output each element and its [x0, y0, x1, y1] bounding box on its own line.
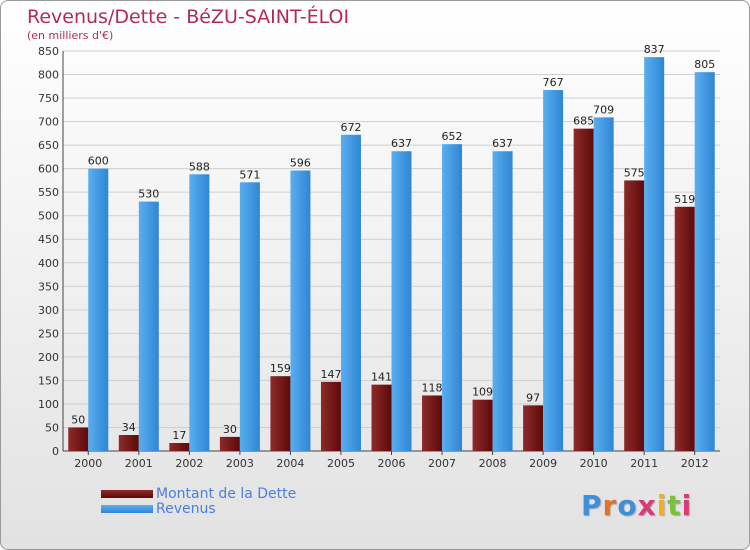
data-label-revenus: 837	[644, 43, 665, 56]
y-tick-label: 100	[38, 398, 59, 411]
data-label-revenus: 600	[88, 155, 109, 168]
x-tick-label: 2004	[276, 457, 304, 470]
bar-revenus	[88, 168, 109, 451]
logo-letter: i	[656, 489, 668, 522]
x-tick-label: 2001	[125, 457, 153, 470]
data-label-revenus: 672	[340, 121, 361, 134]
y-tick-label: 650	[38, 139, 59, 152]
x-tick-label: 2005	[327, 457, 355, 470]
y-tick-label: 150	[38, 374, 59, 387]
data-label-revenus: 530	[138, 188, 159, 201]
data-label-dette: 50	[71, 413, 85, 426]
x-tick-label: 2011	[630, 457, 658, 470]
y-tick-label: 800	[38, 69, 59, 82]
bar-revenus	[442, 144, 463, 452]
bar-revenus	[492, 151, 513, 451]
data-label-dette: 97	[526, 391, 540, 404]
chart-subtitle: (en milliers d'€)	[27, 29, 114, 42]
bar-dette	[118, 435, 139, 451]
data-label-dette: 30	[223, 423, 237, 436]
legend-swatch-dette	[101, 490, 153, 498]
data-label-dette: 159	[270, 362, 291, 375]
x-tick-label: 2010	[580, 457, 608, 470]
y-tick-label: 600	[38, 163, 59, 176]
y-tick-label: 50	[45, 421, 59, 434]
bar-revenus	[138, 201, 159, 451]
data-label-revenus: 596	[290, 157, 311, 170]
x-tick-label: 2008	[479, 457, 507, 470]
y-tick-label: 700	[38, 116, 59, 129]
bar-revenus	[239, 182, 260, 451]
bar-revenus	[290, 170, 311, 451]
logo-letter: P	[581, 489, 603, 522]
y-tick-label: 350	[38, 280, 59, 293]
x-tick-label: 2006	[378, 457, 406, 470]
bar-dette	[674, 206, 695, 451]
logo-letter: o	[617, 489, 638, 522]
data-label-revenus: 637	[391, 137, 412, 150]
y-tick-label: 0	[52, 445, 59, 458]
bar-dette	[472, 399, 493, 451]
y-tick-label: 750	[38, 92, 59, 105]
x-tick-label: 2002	[175, 457, 203, 470]
bar-dette	[624, 180, 645, 452]
data-label-revenus: 571	[239, 168, 260, 181]
bar-dette	[169, 443, 190, 451]
data-label-dette: 17	[172, 429, 186, 442]
data-label-dette: 575	[624, 166, 645, 179]
y-tick-label: 450	[38, 233, 59, 246]
data-label-revenus: 805	[694, 58, 715, 71]
bar-revenus	[644, 57, 665, 451]
x-tick-label: 2009	[529, 457, 557, 470]
bar-dette	[270, 376, 291, 451]
bar-dette	[573, 128, 594, 451]
x-tick-label: 2003	[226, 457, 254, 470]
logo-letter: x	[637, 489, 657, 522]
logo-letter: i	[681, 489, 693, 522]
data-label-dette: 34	[122, 421, 136, 434]
y-tick-label: 250	[38, 327, 59, 340]
data-label-dette: 118	[422, 381, 443, 394]
bar-dette	[68, 427, 89, 451]
y-tick-label: 200	[38, 351, 59, 364]
data-label-revenus: 767	[543, 76, 564, 89]
data-label-revenus: 588	[189, 160, 210, 173]
data-label-dette: 147	[320, 368, 341, 381]
data-label-revenus: 709	[593, 103, 614, 116]
y-tick-label: 550	[38, 186, 59, 199]
data-label-dette: 685	[573, 115, 594, 128]
logo-letter: r	[602, 489, 618, 522]
bar-dette	[320, 381, 341, 451]
bar-revenus	[593, 117, 614, 452]
y-tick-label: 300	[38, 304, 59, 317]
legend-label-dette: Montant de la Dette	[156, 486, 297, 502]
logo-letter: t	[667, 489, 682, 522]
bar-dette	[219, 436, 240, 451]
x-tick-label: 2007	[428, 457, 456, 470]
bar-revenus	[543, 90, 564, 451]
x-tick-label: 2000	[74, 457, 102, 470]
bar-revenus	[189, 174, 210, 451]
data-label-revenus: 637	[492, 137, 513, 150]
data-label-revenus: 652	[442, 130, 463, 143]
y-tick-label: 500	[38, 210, 59, 223]
data-label-dette: 109	[472, 386, 493, 399]
proxiti-logo: Proxiti	[581, 489, 692, 522]
legend-swatch-revenus	[101, 505, 153, 513]
legend-label-revenus: Revenus	[156, 501, 216, 517]
bar-dette	[422, 395, 443, 451]
data-label-dette: 141	[371, 371, 392, 384]
data-label-dette: 519	[674, 193, 695, 206]
x-tick-label: 2012	[681, 457, 709, 470]
y-tick-label: 850	[38, 45, 59, 58]
bar-revenus	[340, 134, 361, 451]
bar-revenus	[391, 151, 412, 451]
bar-dette	[371, 384, 392, 451]
chart-title: Revenus/Dette - BéZU-SAINT-ÉLOI	[27, 6, 350, 28]
y-tick-label: 400	[38, 257, 59, 270]
bar-revenus	[694, 72, 715, 452]
bar-dette	[523, 405, 544, 451]
